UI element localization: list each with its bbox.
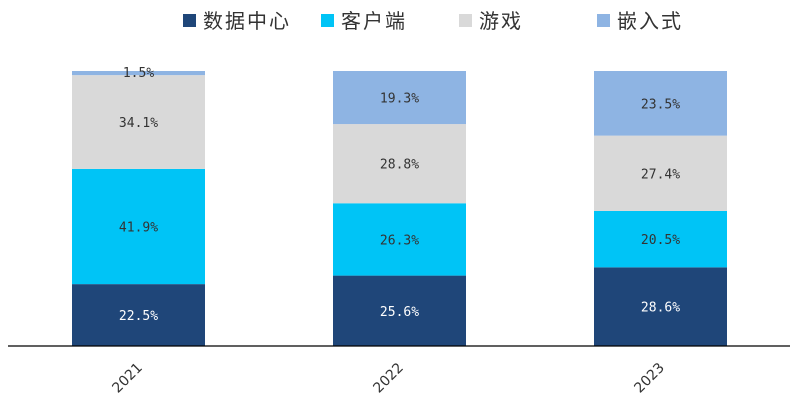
x-tick-labels: 2021 2022 2023 <box>109 360 668 397</box>
bar-segment <box>594 71 727 136</box>
bar-segment <box>594 210 727 268</box>
legend-label: 游戏 <box>479 9 523 33</box>
data-label: 27.4% <box>641 167 680 182</box>
x-tick-label: 2022 <box>370 360 407 397</box>
x-tick-label: 2021 <box>109 360 146 397</box>
legend-label: 客户端 <box>341 9 407 33</box>
data-label: 19.3% <box>380 92 419 107</box>
bar-segment <box>594 267 727 346</box>
data-label: 28.8% <box>380 158 419 173</box>
data-label: 25.6% <box>380 305 419 320</box>
data-label: 34.1% <box>119 116 158 131</box>
data-label: 1.5% <box>123 66 154 81</box>
bar-segment <box>72 71 205 76</box>
bar-segment <box>333 124 466 204</box>
bar-segment <box>333 71 466 125</box>
legend-label: 数据中心 <box>203 9 291 33</box>
data-label: 41.9% <box>119 221 158 236</box>
data-label: 26.3% <box>380 233 419 248</box>
data-label: 23.5% <box>641 97 680 112</box>
x-tick-label: 2023 <box>631 360 668 397</box>
bar-segment <box>333 203 466 276</box>
legend-swatch <box>321 14 334 27</box>
bars: 22.5% 41.9% 34.1% 1.5% 25.6% 26.3% 28.8% 19.3% 2… <box>72 66 727 346</box>
bar-segment <box>72 75 205 169</box>
data-label: 28.6% <box>641 301 680 316</box>
bar-segment <box>333 275 466 346</box>
data-label: 22.5% <box>119 309 158 324</box>
bar-segment <box>72 168 205 285</box>
bar-segment <box>72 284 205 346</box>
data-label: 20.5% <box>641 233 680 248</box>
legend-label: 嵌入式 <box>617 9 683 33</box>
bar-segment <box>594 135 727 211</box>
legend-swatch <box>183 14 196 27</box>
legend: 数据中心 客户端 游戏 嵌入式 <box>183 9 683 33</box>
legend-swatch <box>459 14 472 27</box>
legend-swatch <box>597 14 610 27</box>
